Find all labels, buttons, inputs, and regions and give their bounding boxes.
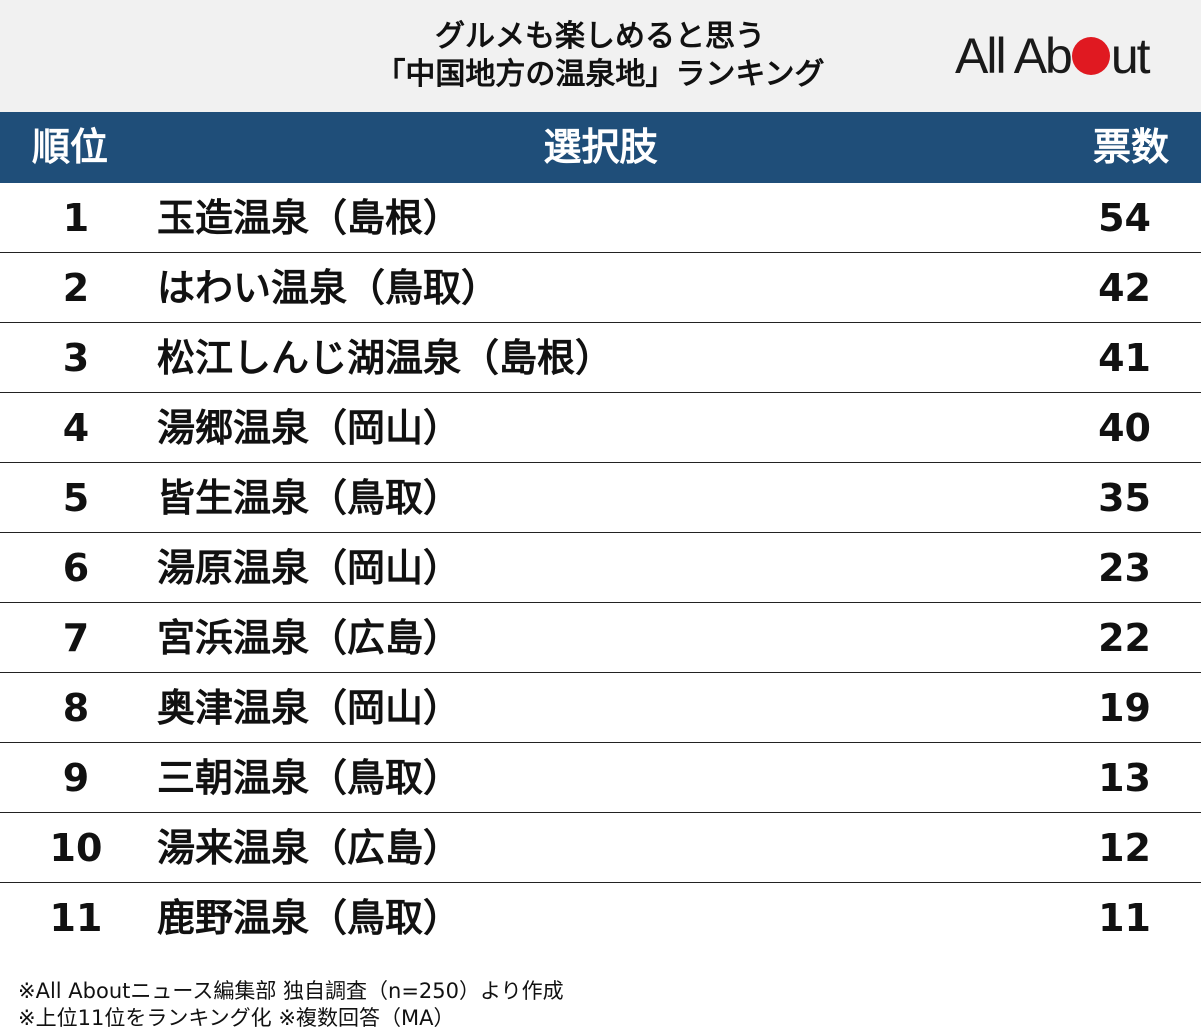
votes-cell: 11 [1098, 896, 1151, 940]
table-row: 7 宮浜温泉（広島） 22 [0, 603, 1201, 673]
choice-cell: 玉造温泉（島根） [157, 196, 462, 240]
rank-cell: 5 [62, 476, 90, 520]
column-header-votes: 票数 [1092, 125, 1169, 169]
table-row: 2 はわい温泉（鳥取） 42 [0, 253, 1201, 323]
table-row: 10 湯来温泉（広島） 12 [0, 813, 1201, 883]
votes-cell: 41 [1098, 336, 1151, 380]
rank-cell: 9 [62, 756, 90, 800]
all-about-logo: All Ab ut [955, 26, 1151, 86]
table-row: 9 三朝温泉（鳥取） 13 [0, 743, 1201, 813]
votes-cell: 54 [1098, 196, 1151, 240]
rank-cell: 1 [62, 196, 90, 240]
choice-cell: 湯郷温泉（岡山） [157, 406, 462, 450]
rank-cell: 8 [62, 686, 90, 730]
votes-cell: 19 [1098, 686, 1151, 730]
title-line-2: 「中国地方の温泉地」ランキング [375, 57, 825, 92]
logo-text-left: All Ab [955, 28, 1073, 84]
choice-cell: 湯原温泉（岡山） [157, 546, 462, 590]
column-header-rank: 順位 [32, 125, 109, 169]
choice-cell: 皆生温泉（鳥取） [157, 476, 462, 520]
table-row: 6 湯原温泉（岡山） 23 [0, 533, 1201, 603]
column-header-choice: 選択肢 [543, 125, 658, 169]
rank-cell: 11 [49, 896, 103, 940]
footer-note-source: ※All Aboutニュース編集部 独自調査（n=250）より作成 [18, 979, 564, 1003]
votes-cell: 42 [1098, 266, 1151, 310]
table-row: 4 湯郷温泉（岡山） 40 [0, 393, 1201, 463]
choice-cell: 宮浜温泉（広島） [157, 616, 462, 660]
choice-cell: はわい温泉（鳥取） [157, 266, 500, 310]
chart-title: グルメも楽しめると思う 「中国地方の温泉地」ランキング [300, 18, 900, 94]
table-body: 1 玉造温泉（島根） 54 2 はわい温泉（鳥取） 42 3 松江しんじ湖温泉（島根） 41 4 湯… [0, 183, 1201, 953]
rank-cell: 4 [62, 406, 90, 450]
table-header: 順位 選択肢 票数 [0, 112, 1201, 183]
logo-red-dot-icon [1071, 37, 1110, 75]
choice-cell: 三朝温泉（鳥取） [157, 756, 462, 800]
rank-cell: 7 [62, 616, 90, 660]
title-header: グルメも楽しめると思う 「中国地方の温泉地」ランキング All Ab ut [0, 0, 1201, 112]
choice-cell: 松江しんじ湖温泉（島根） [157, 336, 614, 380]
table-row: 8 奥津温泉（岡山） 19 [0, 673, 1201, 743]
choice-cell: 鹿野温泉（鳥取） [157, 896, 462, 940]
footer-note-method: ※上位11位をランキング化 ※複数回答（MA） [18, 1006, 455, 1030]
votes-cell: 35 [1098, 476, 1151, 520]
rank-cell: 10 [49, 826, 103, 870]
table-row: 3 松江しんじ湖温泉（島根） 41 [0, 323, 1201, 393]
rank-cell: 6 [62, 546, 90, 590]
rank-cell: 3 [62, 336, 90, 380]
table-row: 11 鹿野温泉（鳥取） 11 [0, 883, 1201, 953]
title-line-1: グルメも楽しめると思う [435, 19, 765, 54]
table-row: 5 皆生温泉（鳥取） 35 [0, 463, 1201, 533]
choice-cell: 湯来温泉（広島） [157, 826, 462, 870]
logo-text-right: ut [1110, 28, 1151, 84]
votes-cell: 12 [1098, 826, 1151, 870]
votes-cell: 23 [1098, 546, 1151, 590]
votes-cell: 40 [1098, 406, 1151, 450]
choice-cell: 奥津温泉（岡山） [157, 686, 462, 730]
table-row: 1 玉造温泉（島根） 54 [0, 183, 1201, 253]
votes-cell: 13 [1098, 756, 1151, 800]
votes-cell: 22 [1098, 616, 1151, 660]
rank-cell: 2 [62, 266, 90, 310]
footer-notes: ※All Aboutニュース編集部 独自調査（n=250）より作成 ※上位11位… [18, 978, 564, 1032]
